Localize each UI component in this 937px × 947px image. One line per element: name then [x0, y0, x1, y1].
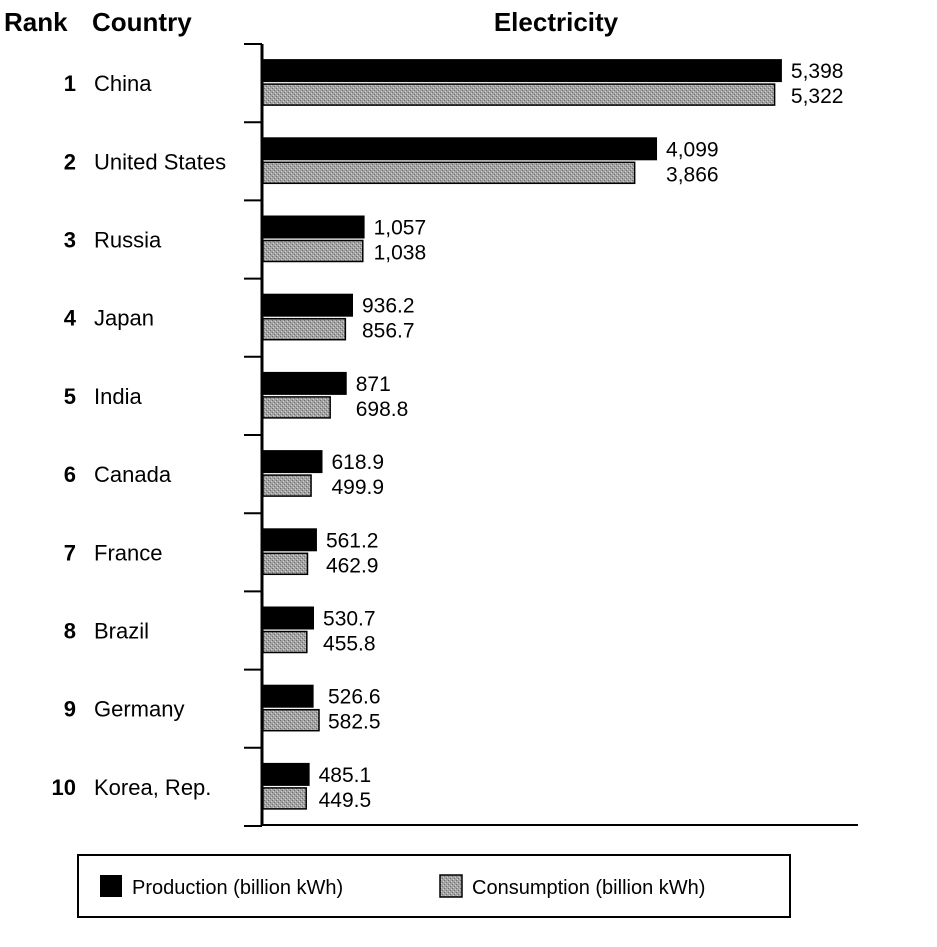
production-value-label: 526.6: [328, 686, 381, 709]
production-bar: [263, 684, 314, 708]
consumption-value-label: 3,866: [666, 163, 719, 186]
country-header: Country: [92, 7, 192, 37]
rank-label: 6: [64, 462, 76, 487]
consumption-bar: [262, 83, 776, 106]
consumption-bar: [262, 161, 636, 185]
production-value-label: 530.7: [323, 608, 376, 631]
category-label: Brazil: [94, 619, 149, 644]
rank-label: 9: [64, 697, 76, 722]
legend-production-swatch: [100, 875, 122, 897]
consumption-value-label: 499.9: [331, 476, 384, 499]
rank-label: 4: [64, 306, 77, 331]
consumption-bar: [262, 396, 331, 419]
consumption-bar: [262, 630, 308, 654]
axis-ticks: [244, 43, 262, 827]
legend-production-label: Production (billion kWh): [132, 877, 343, 899]
category-label: India: [94, 384, 142, 409]
category-label: Russia: [94, 228, 162, 253]
production-value-label: 1,057: [374, 217, 427, 240]
legend-frame: [77, 854, 791, 918]
production-bar: [263, 137, 658, 161]
category-label: Germany: [94, 697, 184, 722]
consumption-value-label: 449.5: [319, 789, 372, 812]
consumption-value-label: 1,038: [374, 242, 427, 265]
legend-consumption-swatch: [439, 874, 463, 898]
category-label: Japan: [94, 306, 154, 331]
legend: Production (billion kWh) Consumption (bi…: [77, 854, 791, 918]
consumption-value-label: 462.9: [326, 554, 379, 577]
production-bar: [263, 293, 353, 317]
category-label: United States: [94, 149, 226, 174]
legend-consumption-label: Consumption (billion kWh): [472, 877, 705, 899]
category-label: Canada: [94, 462, 172, 487]
production-value-label: 618.9: [331, 451, 384, 474]
rank-label: 2: [64, 149, 76, 174]
consumption-value-label: 455.8: [323, 633, 376, 656]
rank-label: 10: [52, 775, 76, 800]
consumption-value-label: 5,322: [791, 85, 844, 108]
category-label: China: [94, 71, 152, 96]
consumption-bar: [262, 317, 347, 341]
production-bar: [263, 59, 782, 83]
consumption-bar: [262, 708, 320, 732]
rank-label: 3: [64, 228, 76, 253]
production-bar: [263, 606, 315, 630]
consumption-value-label: 582.5: [328, 711, 381, 734]
production-value-label: 561.2: [326, 529, 379, 552]
production-bar: [263, 371, 347, 395]
consumption-value-label: 698.8: [356, 398, 409, 421]
rank-label: 8: [64, 619, 76, 644]
production-bar: [263, 450, 323, 474]
consumption-bar: [262, 239, 364, 263]
production-value-label: 936.2: [362, 295, 415, 318]
consumption-bar: [262, 787, 307, 810]
production-value-label: 5,398: [791, 60, 844, 83]
rank-header: Rank: [4, 7, 68, 37]
production-value-label: 871: [356, 373, 391, 396]
rank-label: 7: [64, 540, 76, 565]
production-bar: [263, 528, 317, 552]
production-value-label: 4,099: [666, 138, 719, 161]
chart-title: Electricity: [494, 7, 619, 37]
production-bar: [263, 762, 310, 786]
category-label: France: [94, 540, 162, 565]
consumption-bar: [262, 552, 309, 576]
rank-label: 1: [64, 71, 76, 96]
consumption-bar: [262, 474, 312, 497]
consumption-value-label: 856.7: [362, 320, 415, 343]
rank-label: 5: [64, 384, 76, 409]
category-label: Korea, Rep.: [94, 775, 211, 800]
production-bar: [263, 215, 365, 239]
production-value-label: 485.1: [319, 764, 372, 787]
